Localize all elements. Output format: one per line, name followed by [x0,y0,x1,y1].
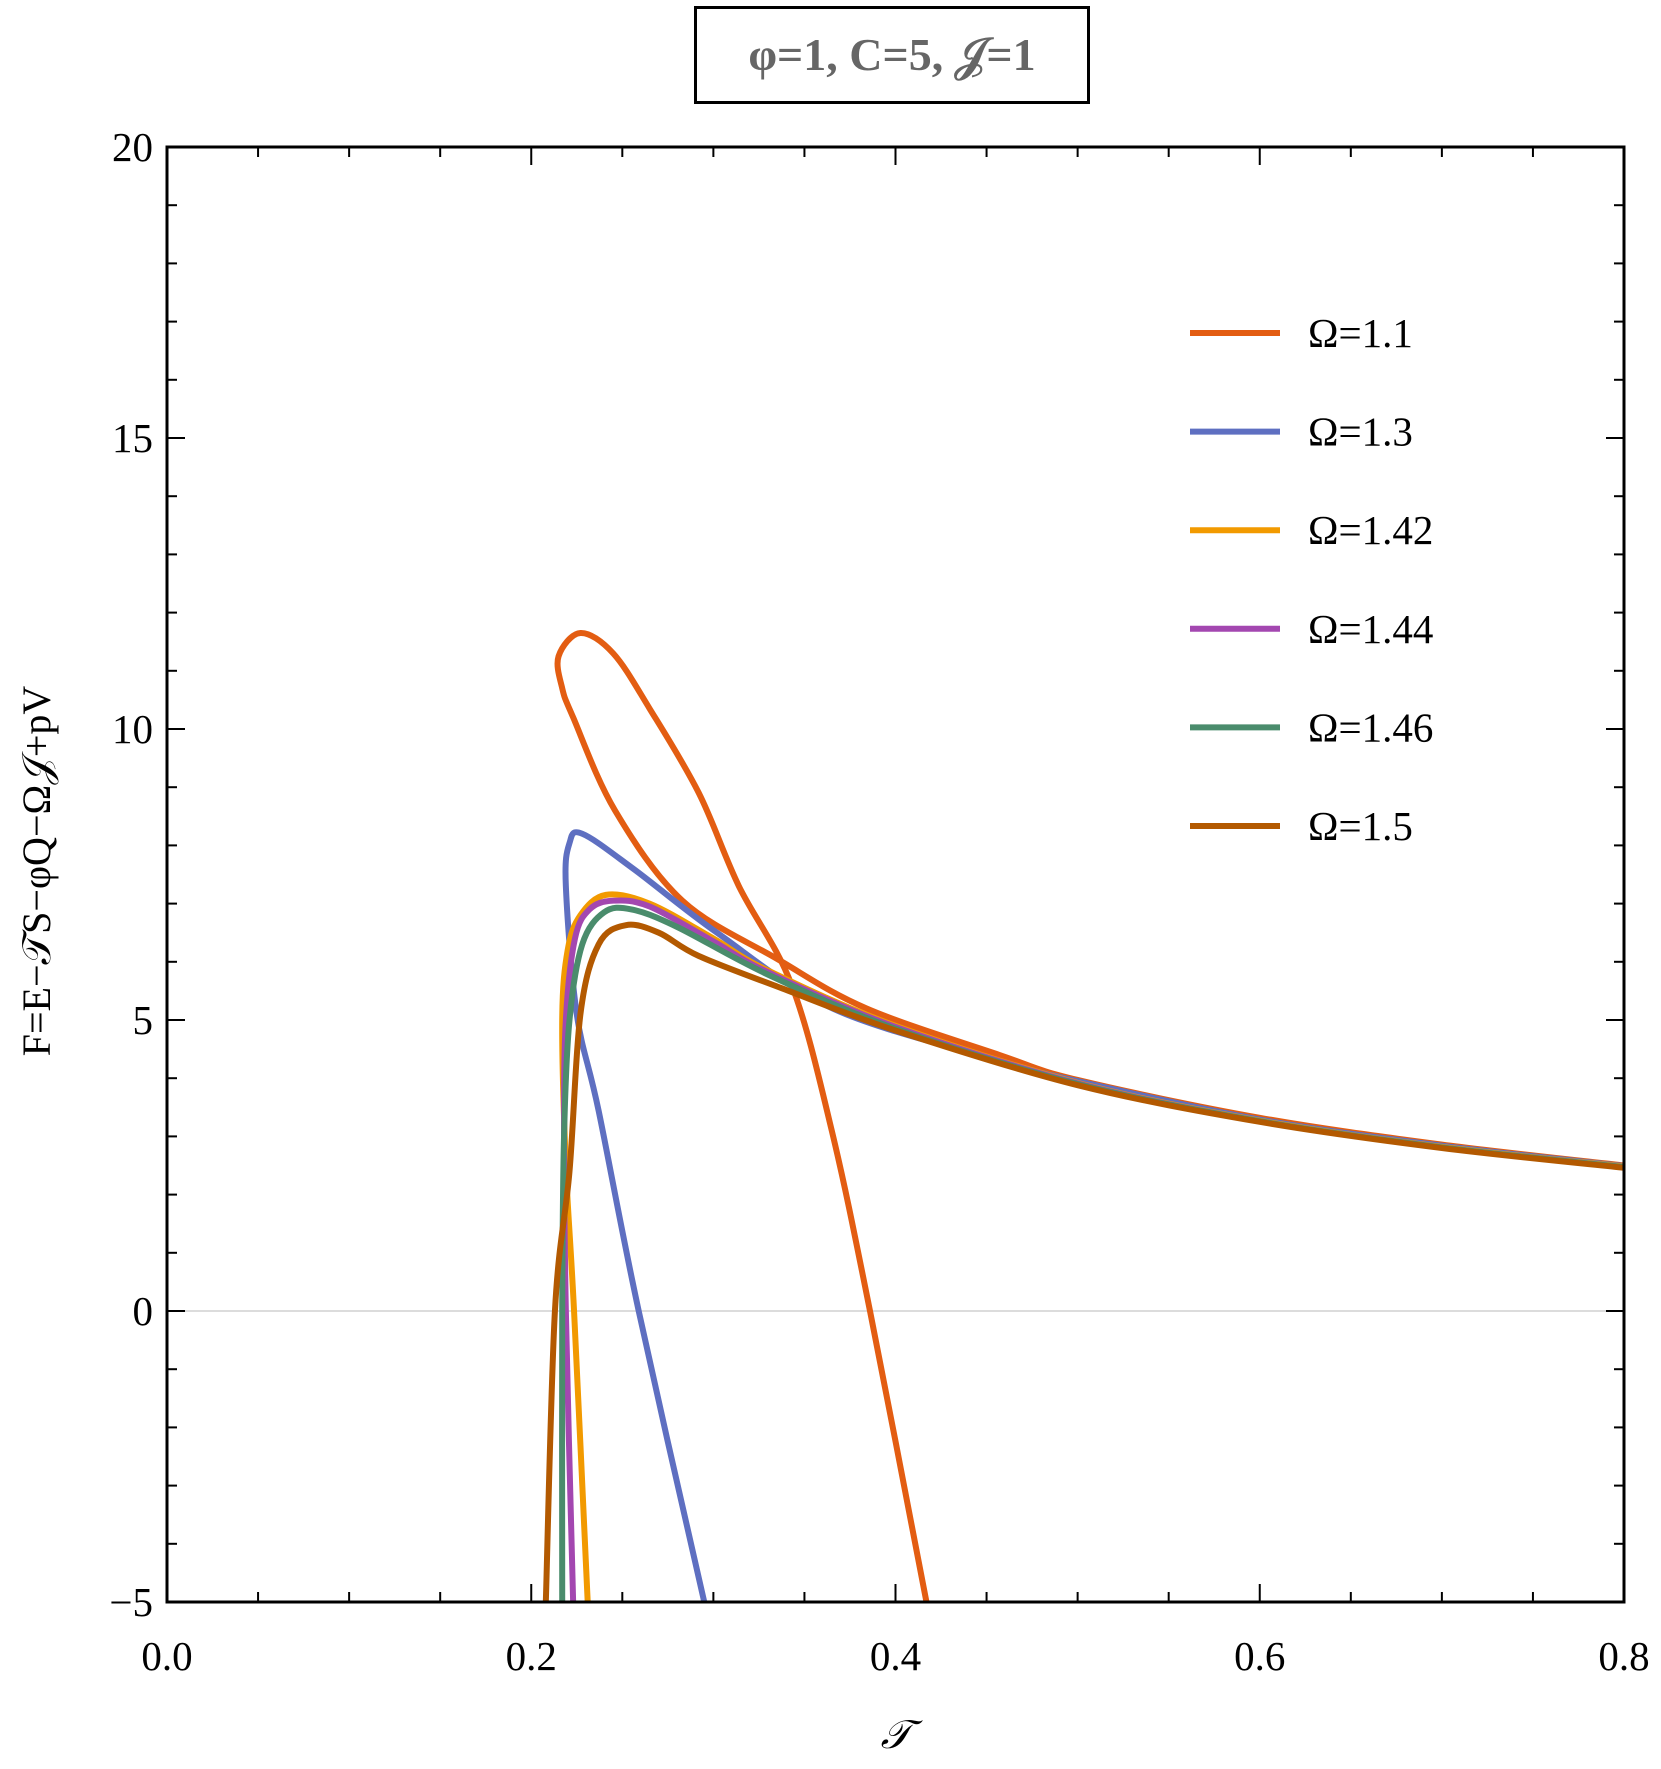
chart-title: φ=1, C=5, 𝒥=1 [748,28,1036,80]
x-tick-label: 0.4 [870,1633,921,1679]
x-tick-label: 0.8 [1598,1633,1649,1679]
x-tick-label: 0.0 [141,1633,192,1679]
y-tick-label: −5 [109,1579,153,1625]
legend-label: Ω=1.42 [1308,507,1433,553]
y-axis-label: F=E−𝒯S−φQ−Ω𝒥+pV [14,686,59,1057]
ticks [166,146,1625,1603]
tick-labels: 0.0 0.2 0.4 0.6 0.8 −5 0 5 10 15 20 [109,124,1649,1679]
series-line-0 [554,629,1624,1602]
series-line-4 [559,904,1624,1602]
legend-label: Ω=1.44 [1308,606,1433,652]
y-tick-label: 0 [133,1288,154,1334]
y-tick-label: 5 [133,997,154,1043]
legend-label: Ω=1.46 [1308,704,1433,750]
series-line-2 [559,891,1624,1602]
y-tick-label: 10 [112,706,153,752]
legend-label: Ω=1.3 [1308,409,1413,455]
y-tick-label: 15 [112,415,153,461]
legend-label: Ω=1.1 [1308,310,1413,356]
x-tick-label: 0.2 [506,1633,557,1679]
x-tick-label: 0.6 [1234,1633,1285,1679]
y-tick-label: 20 [112,124,153,170]
chart-title-box: φ=1, C=5, 𝒥=1 [694,6,1090,104]
legend: Ω=1.1 Ω=1.3 Ω=1.42 Ω=1.44 Ω=1.46 Ω=1.5 [1190,310,1433,849]
series-line-5 [542,921,1624,1602]
series-line-3 [561,897,1624,1602]
series-group [542,629,1624,1602]
x-axis-label: 𝒯 [881,1712,924,1757]
legend-label: Ω=1.5 [1308,803,1413,849]
plot-frame [165,145,1626,1604]
